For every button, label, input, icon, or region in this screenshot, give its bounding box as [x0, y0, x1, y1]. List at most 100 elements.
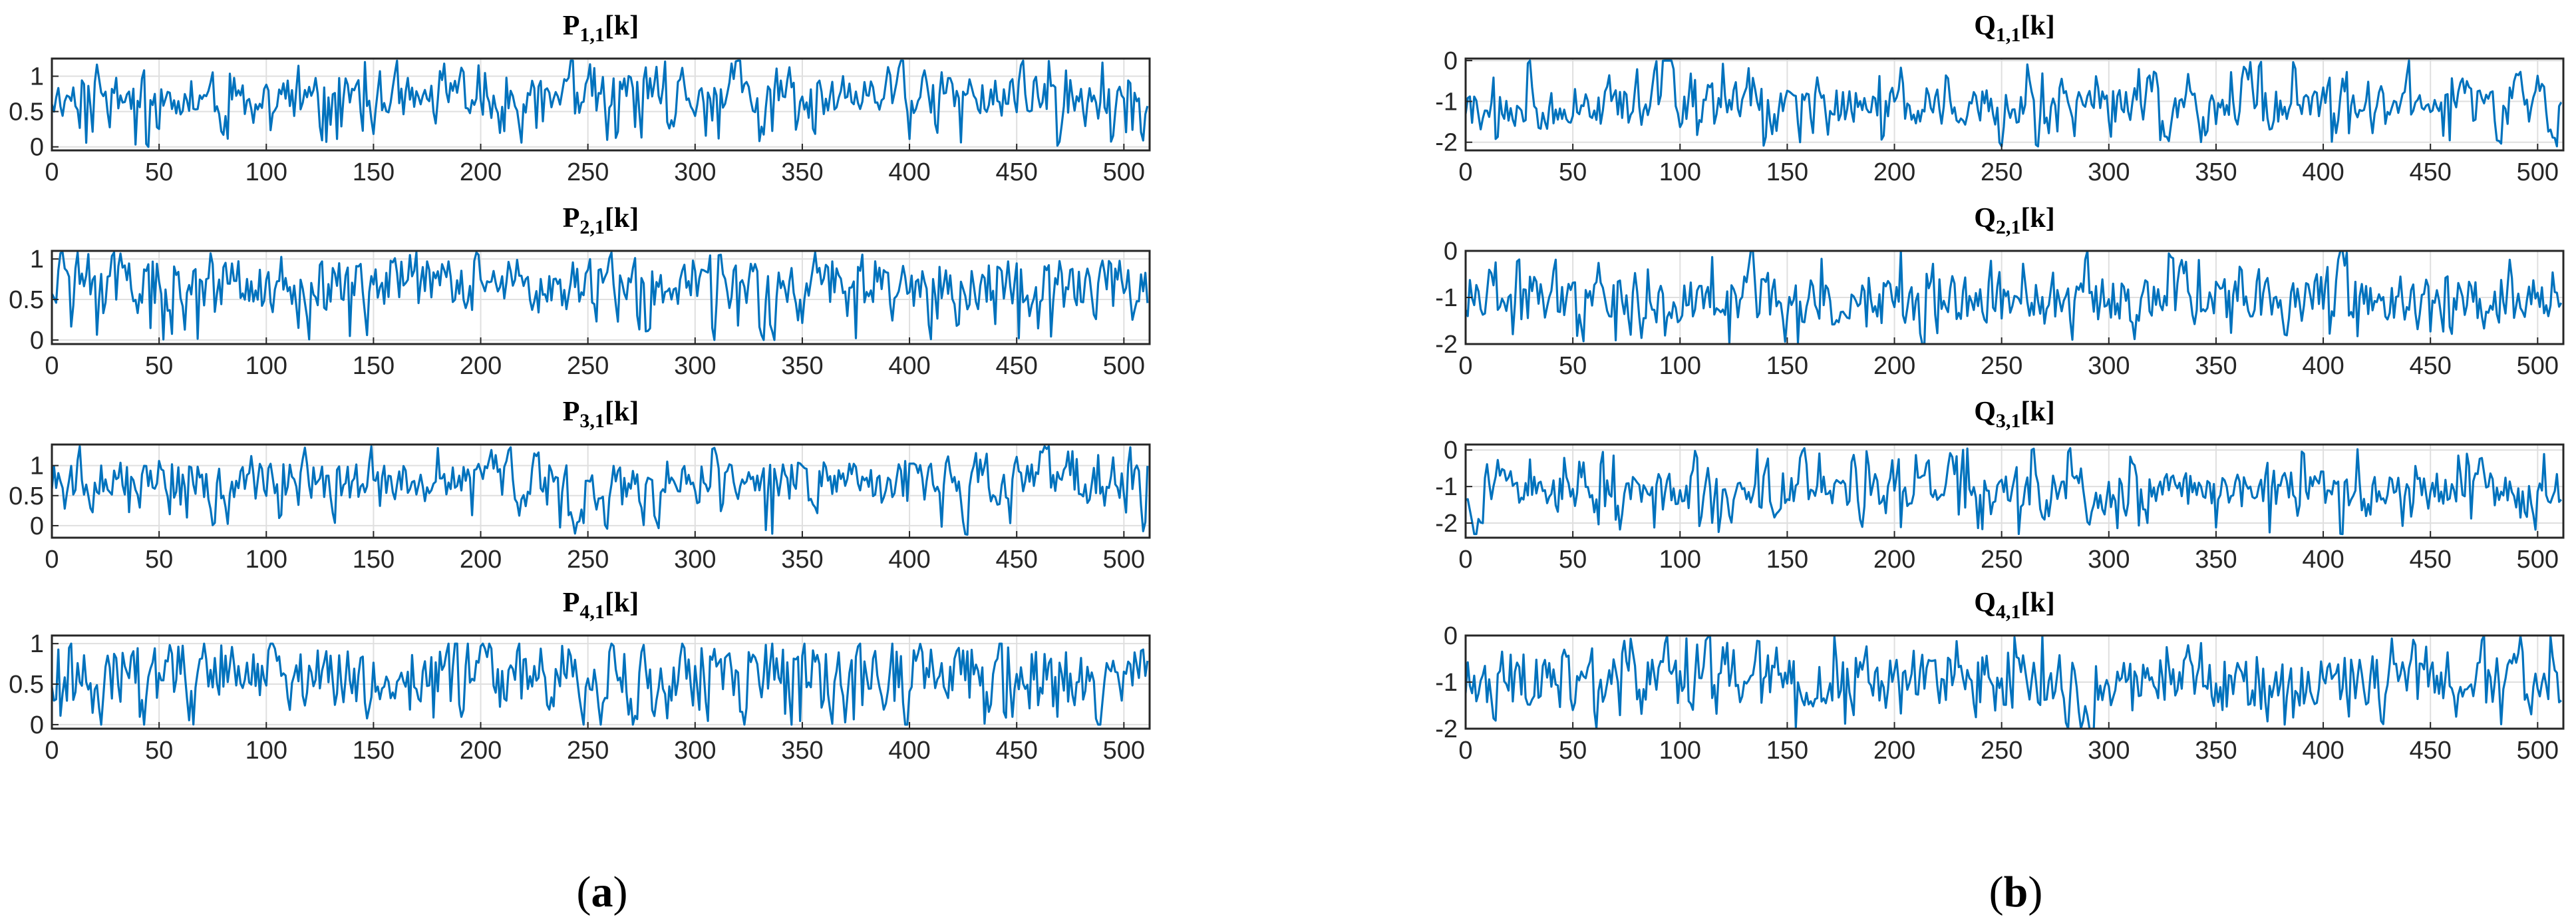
x-tick-label: 200 [460, 737, 502, 765]
panel-title: Q4,1[k] [1974, 588, 2055, 623]
x-tick-label: 100 [245, 546, 287, 574]
x-tick-label: 300 [2088, 737, 2130, 765]
x-tick-label: 200 [1873, 352, 1915, 380]
y-tick-label: -2 [1435, 510, 1458, 538]
x-tick-label: 350 [781, 737, 823, 765]
y-tick-label: 0.5 [9, 98, 44, 126]
x-tick-label: 450 [2409, 352, 2451, 380]
x-tick-label: 450 [995, 352, 1037, 380]
x-tick-label: 350 [781, 352, 823, 380]
x-tick-label: 250 [567, 546, 609, 574]
y-tick-label: 0.5 [9, 482, 44, 510]
series-line-1 [52, 251, 1149, 341]
x-tick-label: 500 [1103, 352, 1145, 380]
x-tick-label: 300 [674, 158, 716, 186]
y-tick-label: 0 [1444, 437, 1458, 464]
y-tick-label: 1 [30, 246, 44, 274]
series-line-1 [1466, 447, 2562, 536]
y-tick-label: -1 [1435, 284, 1458, 312]
y-tick-label: -1 [1435, 669, 1458, 697]
x-tick-label: 450 [2409, 546, 2451, 574]
panel-7: 0 50 100 150 200 250 300 350 400 450 500 -2 -1 0 Q3,1[… [1435, 397, 2565, 574]
y-tick-label: -2 [1435, 331, 1458, 359]
x-tick-label: 500 [2517, 546, 2559, 574]
axes-frame [1464, 57, 2565, 152]
x-tick-label: 150 [1766, 352, 1808, 380]
x-tick-label: 0 [1458, 546, 1472, 574]
x-tick-label: 250 [1981, 737, 2022, 765]
y-tick-label: 1 [30, 630, 44, 658]
axes-frame [1464, 443, 2565, 539]
series-line-1 [1466, 251, 2563, 344]
y-tick-label: 0 [30, 711, 44, 739]
x-tick-label: 150 [353, 546, 395, 574]
x-tick-label: 100 [245, 352, 287, 380]
x-tick-label: 200 [460, 158, 502, 186]
panel-title-sub: 4,1 [1996, 601, 2021, 623]
panel-title: Q3,1[k] [1974, 397, 2055, 432]
x-tick-label: 350 [781, 546, 823, 574]
panel-title-base: Q [1974, 588, 1996, 618]
axes-frame [51, 250, 1151, 345]
panel-8: 0 50 100 150 200 250 300 350 400 450 500 -2 -1 0 Q4,1[… [1435, 588, 2565, 765]
x-tick-label: 150 [1766, 737, 1808, 765]
x-tick-label: 0 [45, 737, 59, 765]
x-tick-label: 0 [1458, 352, 1472, 380]
caption-b: (b) [1989, 868, 2043, 916]
panel-1: 0 50 100 150 200 250 300 350 400 450 500 0 0.5 1 P1,1[… [9, 11, 1151, 186]
x-tick-label: 100 [245, 737, 287, 765]
y-tick-label: -2 [1435, 129, 1458, 157]
x-tick-label: 150 [353, 158, 395, 186]
x-tick-label: 500 [1103, 158, 1145, 186]
x-tick-label: 400 [2302, 546, 2344, 574]
x-tick-label: 400 [2302, 352, 2344, 380]
x-tick-label: 50 [145, 737, 173, 765]
panel-title-sub: 3,1 [579, 410, 605, 432]
x-tick-label: 400 [2302, 158, 2344, 186]
x-tick-label: 250 [1981, 352, 2022, 380]
panel-title-sub: 4,1 [579, 601, 605, 623]
panel-5: 0 50 100 150 200 250 300 350 400 450 500 -2 -1 0 Q1,1[… [1435, 11, 2565, 186]
panel-title-suffix: [k] [2020, 397, 2054, 427]
panel-title-base: P [563, 203, 580, 234]
panel-title-sub: 2,1 [1996, 216, 2021, 238]
x-tick-label: 400 [888, 546, 930, 574]
panel-title: P4,1[k] [563, 588, 639, 623]
panel-title: Q2,1[k] [1974, 203, 2055, 238]
series-line-1 [52, 445, 1149, 536]
x-tick-label: 350 [781, 158, 823, 186]
x-tick-label: 200 [1873, 737, 1915, 765]
y-tick-label: 0 [30, 134, 44, 162]
x-tick-label: 0 [45, 546, 59, 574]
y-tick-label: 0.5 [9, 286, 44, 314]
x-tick-label: 0 [1458, 158, 1472, 186]
x-tick-label: 250 [567, 158, 609, 186]
x-tick-label: 250 [1981, 158, 2022, 186]
x-tick-label: 500 [1103, 546, 1145, 574]
x-tick-label: 200 [1873, 158, 1915, 186]
panel-title-base: P [563, 588, 580, 618]
x-tick-label: 250 [567, 352, 609, 380]
panel-title: Q1,1[k] [1974, 11, 2055, 46]
x-tick-label: 50 [1559, 546, 1587, 574]
y-tick-label: 0 [1444, 622, 1458, 650]
x-tick-label: 150 [353, 352, 395, 380]
y-tick-label: 0 [1444, 238, 1458, 266]
x-tick-label: 400 [2302, 737, 2344, 765]
x-tick-label: 200 [460, 546, 502, 574]
panel-title-suffix: [k] [605, 11, 639, 41]
x-tick-label: 200 [460, 352, 502, 380]
x-tick-label: 100 [1659, 737, 1701, 765]
y-tick-label: 1 [30, 453, 44, 480]
panel-title-suffix: [k] [2020, 588, 2054, 618]
series-line-1 [52, 59, 1149, 148]
x-tick-label: 450 [995, 158, 1037, 186]
caption-a: (a) [577, 868, 628, 916]
x-tick-label: 150 [1766, 546, 1808, 574]
axes-frame [51, 634, 1151, 730]
x-tick-label: 300 [674, 546, 716, 574]
panel-title-sub: 3,1 [1996, 410, 2021, 432]
x-tick-label: 350 [2195, 546, 2237, 574]
panel-6: 0 50 100 150 200 250 300 350 400 450 500 -2 -1 0 Q2,1[… [1435, 203, 2565, 380]
